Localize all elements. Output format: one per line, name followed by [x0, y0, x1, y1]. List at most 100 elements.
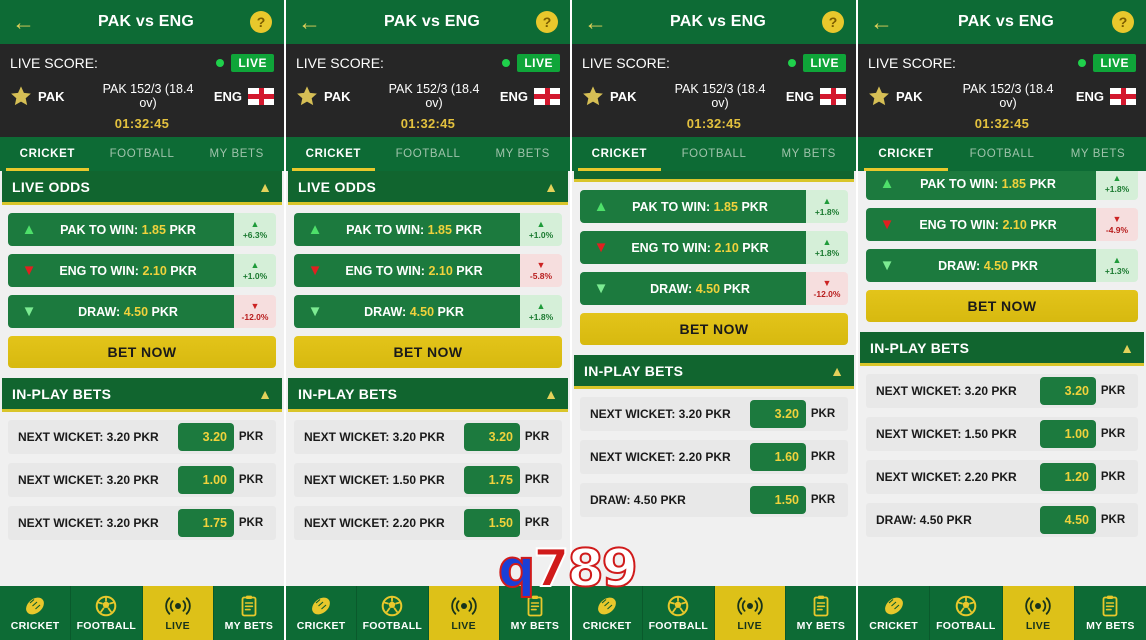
inplay-row[interactable]: NEXT WICKET: 2.20 PKR 1.50 PKR — [294, 506, 562, 540]
odds-row[interactable]: ▼ ENG TO WIN: 2.10 PKR ▼ -4.9% — [866, 208, 1138, 241]
scroll-body[interactable]: LIVE ODDS▲ ▲PAK TO WIN: 1.85 PKR▲+1.8% ▼EN… — [572, 171, 856, 586]
back-arrow-icon[interactable]: ← — [298, 8, 321, 35]
odds-main[interactable]: ▼ ENG TO WIN: 2.10 PKR — [580, 231, 806, 264]
inplay-row[interactable]: DRAW: 4.50 PKR 1.50 PKR — [580, 483, 848, 517]
back-arrow-icon[interactable]: ← — [870, 8, 893, 35]
tab-cricket[interactable]: CRICKET — [572, 137, 667, 171]
inplay-row[interactable]: NEXT WICKET: 3.20 PKR 3.20 PKR — [580, 397, 848, 431]
inplay-row[interactable]: NEXT WICKET: 1.50 PKR 1.75 PKR — [294, 463, 562, 497]
tab-cricket[interactable]: CRICKET — [0, 137, 95, 171]
inplay-odds-value[interactable]: 1.60 — [750, 443, 806, 471]
odds-row[interactable]: ▼ DRAW: 4.50 PKR ▼ -12.0% — [8, 295, 276, 328]
nav-item-my-bets[interactable]: MY BETS — [786, 586, 856, 640]
scroll-body[interactable]: LIVE ODDS ▲ ▲ PAK TO WIN: 1.85 PKR ▲ +6.3% ▼ EN… — [0, 171, 284, 586]
inplay-row[interactable]: NEXT WICKET: 1.50 PKR 1.00 PKR — [866, 417, 1138, 451]
scroll-body[interactable]: LIVE ODDS ▲ ▲ PAK TO WIN: 1.85 PKR ▲ +1.0% ▼ EN… — [286, 171, 570, 586]
odds-main[interactable]: ▼ ENG TO WIN: 2.10 PKR — [8, 254, 234, 287]
back-arrow-icon[interactable]: ← — [584, 8, 607, 35]
inplay-row[interactable]: NEXT WICKET: 3.20 PKR 3.20 PKR — [866, 374, 1138, 408]
odds-main[interactable]: ▼ DRAW: 4.50 PKR — [866, 249, 1096, 282]
tab-my-bets[interactable]: MY BETS — [1050, 137, 1146, 171]
live-odds-header[interactable]: LIVE ODDS▲ — [288, 171, 568, 205]
odds-row[interactable]: ▲ PAK TO WIN: 1.85 PKR ▲ +1.8% — [580, 190, 848, 223]
tab-football[interactable]: FOOTBALL — [95, 137, 190, 171]
inplay-odds-value[interactable]: 3.20 — [1040, 377, 1096, 405]
nav-item-live[interactable]: LIVE — [428, 586, 500, 640]
tab-football[interactable]: FOOTBALL — [954, 137, 1050, 171]
odds-row[interactable]: ▲ PAK TO WIN: 1.85 PKR ▲ +6.3% — [8, 213, 276, 246]
nav-item-my-bets[interactable]: MY BETS — [500, 586, 570, 640]
inplay-odds-value[interactable]: 1.75 — [178, 509, 234, 537]
nav-item-cricket[interactable]: CRICKET — [858, 586, 931, 640]
nav-item-live[interactable]: LIVE — [142, 586, 214, 640]
nav-item-live[interactable]: LIVE — [714, 586, 786, 640]
odds-main[interactable]: ▲ PAK TO WIN: 1.85 PKR — [294, 213, 520, 246]
bet-now-button[interactable]: BET NOW — [294, 336, 562, 368]
nav-item-football[interactable]: FOOTBALL — [930, 586, 1003, 640]
inplay-odds-value[interactable]: 1.20 — [1040, 463, 1096, 491]
chevron-up-icon[interactable]: ▲ — [258, 385, 272, 402]
help-icon[interactable]: ? — [536, 11, 558, 33]
nav-item-football[interactable]: FOOTBALL — [71, 586, 143, 640]
odds-row[interactable]: ▲ PAK TO WIN: 1.85 PKR ▲ +1.8% — [866, 171, 1138, 200]
odds-main[interactable]: ▲ PAK TO WIN: 1.85 PKR — [580, 190, 806, 223]
inplay-row[interactable]: DRAW: 4.50 PKR 4.50 PKR — [866, 503, 1138, 537]
inplay-odds-value[interactable]: 3.20 — [464, 423, 520, 451]
bet-now-button[interactable]: BET NOW — [580, 313, 848, 345]
tab-cricket[interactable]: CRICKET — [858, 137, 954, 171]
inplay-row[interactable]: NEXT WICKET: 3.20 PKR 1.00 PKR — [8, 463, 276, 497]
nav-item-football[interactable]: FOOTBALL — [643, 586, 715, 640]
odds-main[interactable]: ▼ ENG TO WIN: 2.10 PKR — [866, 208, 1096, 241]
inplay-odds-value[interactable]: 1.50 — [464, 509, 520, 537]
chevron-up-icon[interactable]: ▲ — [258, 178, 272, 195]
inplay-row[interactable]: NEXT WICKET: 3.20 PKR 3.20 PKR — [8, 420, 276, 454]
inplay-odds-value[interactable]: 1.75 — [464, 466, 520, 494]
inplay-row[interactable]: NEXT WICKET: 2.20 PKR 1.20 PKR — [866, 460, 1138, 494]
odds-main[interactable]: ▼ DRAW: 4.50 PKR — [580, 272, 806, 305]
odds-row[interactable]: ▲ PAK TO WIN: 1.85 PKR ▲ +1.0% — [294, 213, 562, 246]
live-odds-header[interactable]: LIVE ODDS▲ — [574, 171, 854, 182]
nav-item-cricket[interactable]: CRICKET — [572, 586, 644, 640]
inplay-row[interactable]: NEXT WICKET: 3.20 PKR 3.20 PKR — [294, 420, 562, 454]
odds-main[interactable]: ▼ DRAW: 4.50 PKR — [294, 295, 520, 328]
odds-row[interactable]: ▼ DRAW: 4.50 PKR ▲ +1.8% — [294, 295, 562, 328]
odds-main[interactable]: ▼ DRAW: 4.50 PKR — [8, 295, 234, 328]
in-play-bets-header[interactable]: IN-PLAY BETS ▲ — [574, 355, 854, 389]
odds-main[interactable]: ▼ ENG TO WIN: 2.10 PKR — [294, 254, 520, 287]
odds-main[interactable]: ▲ PAK TO WIN: 1.85 PKR — [8, 213, 234, 246]
nav-item-live[interactable]: LIVE — [1002, 586, 1075, 640]
bet-now-button[interactable]: BET NOW — [8, 336, 276, 368]
nav-item-cricket[interactable]: CRICKET — [286, 586, 358, 640]
tab-football[interactable]: FOOTBALL — [667, 137, 762, 171]
help-icon[interactable]: ? — [1112, 11, 1134, 33]
inplay-odds-value[interactable]: 1.50 — [750, 486, 806, 514]
back-arrow-icon[interactable]: ← — [12, 8, 35, 35]
help-icon[interactable]: ? — [822, 11, 844, 33]
scroll-body[interactable]: LIVE ODDS▲▲PAK TO WIN: 1.85 PKR▲+1.8%▼EN… — [858, 171, 1146, 586]
help-icon[interactable]: ? — [250, 11, 272, 33]
odds-row[interactable]: ▼ ENG TO WIN: 2.10 PKR ▲ +1.8% — [580, 231, 848, 264]
inplay-odds-value[interactable]: 3.20 — [750, 400, 806, 428]
nav-item-my-bets[interactable]: MY BETS — [1075, 586, 1146, 640]
odds-row[interactable]: ▼ ENG TO WIN: 2.10 PKR ▼ -5.8% — [294, 254, 562, 287]
tab-my-bets[interactable]: MY BETS — [475, 137, 570, 171]
nav-item-cricket[interactable]: CRICKET — [0, 586, 72, 640]
in-play-bets-header[interactable]: IN-PLAY BETS ▲ — [860, 332, 1144, 366]
tab-football[interactable]: FOOTBALL — [381, 137, 476, 171]
inplay-odds-value[interactable]: 1.00 — [1040, 420, 1096, 448]
bet-now-button[interactable]: BET NOW — [866, 290, 1138, 322]
odds-row[interactable]: ▼ DRAW: 4.50 PKR ▼ -12.0% — [580, 272, 848, 305]
odds-main[interactable]: ▲ PAK TO WIN: 1.85 PKR — [866, 171, 1096, 200]
tab-cricket[interactable]: CRICKET — [286, 137, 381, 171]
inplay-odds-value[interactable]: 4.50 — [1040, 506, 1096, 534]
inplay-row[interactable]: NEXT WICKET: 3.20 PKR 1.75 PKR — [8, 506, 276, 540]
inplay-odds-value[interactable]: 3.20 — [178, 423, 234, 451]
tab-my-bets[interactable]: MY BETS — [761, 137, 856, 171]
inplay-row[interactable]: NEXT WICKET: 2.20 PKR 1.60 PKR — [580, 440, 848, 474]
chevron-up-icon[interactable]: ▲ — [1120, 339, 1134, 356]
nav-item-my-bets[interactable]: MY BETS — [214, 586, 284, 640]
inplay-odds-value[interactable]: 1.00 — [178, 466, 234, 494]
tab-my-bets[interactable]: MY BETS — [189, 137, 284, 171]
chevron-up-icon[interactable]: ▲ — [544, 178, 558, 195]
live-odds-header[interactable]: LIVE ODDS▲ — [2, 171, 282, 205]
